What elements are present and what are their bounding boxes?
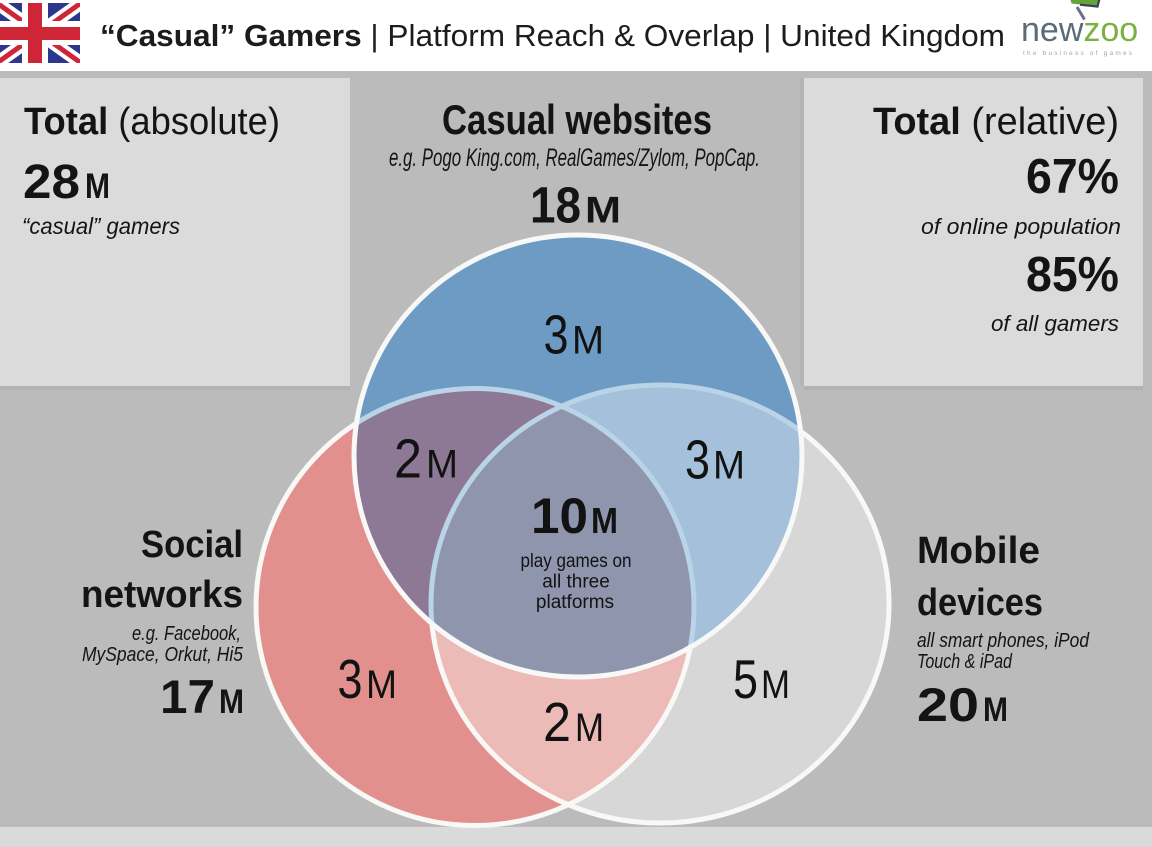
svg-text:2: 2 bbox=[394, 428, 422, 490]
svg-text:M: M bbox=[575, 706, 604, 750]
svg-text:Casual websites: Casual websites bbox=[442, 96, 712, 143]
svg-text:M: M bbox=[761, 663, 790, 707]
svg-text:3: 3 bbox=[544, 304, 569, 366]
svg-text:3: 3 bbox=[685, 429, 710, 491]
svg-text:M: M bbox=[591, 500, 618, 541]
svg-text:85%: 85% bbox=[1026, 248, 1119, 302]
svg-text:networks: networks bbox=[81, 574, 243, 616]
svg-text:“casual” gamers: “casual” gamers bbox=[22, 213, 180, 239]
svg-text:Total (absolute): Total (absolute) bbox=[24, 101, 280, 143]
svg-text:Touch & iPad: Touch & iPad bbox=[917, 651, 1013, 673]
svg-text:M: M bbox=[713, 444, 745, 488]
svg-text:platforms: platforms bbox=[536, 592, 614, 613]
svg-text:28: 28 bbox=[23, 156, 80, 209]
svg-text:e.g. Facebook,: e.g. Facebook, bbox=[132, 623, 241, 645]
svg-text:M: M bbox=[983, 691, 1008, 729]
svg-text:newzoo: newzoo bbox=[1021, 11, 1138, 49]
svg-text:all three: all three bbox=[542, 572, 610, 593]
svg-text:M: M bbox=[366, 663, 397, 707]
svg-text:67%: 67% bbox=[1026, 150, 1119, 204]
svg-text:Total (relative): Total (relative) bbox=[873, 101, 1119, 143]
svg-text:10: 10 bbox=[531, 488, 588, 544]
svg-text:e.g. Pogo King.com, RealGames/: e.g. Pogo King.com, RealGames/Zylom, Pop… bbox=[389, 144, 760, 172]
svg-text:3: 3 bbox=[338, 648, 363, 710]
svg-text:M: M bbox=[572, 319, 604, 363]
svg-text:“Casual” Gamers | Platform Rea: “Casual” Gamers | Platform Reach & Overl… bbox=[100, 18, 1005, 53]
svg-text:play games on: play games on bbox=[521, 551, 632, 572]
svg-text:2: 2 bbox=[543, 691, 571, 753]
svg-text:M: M bbox=[426, 443, 458, 487]
svg-text:5: 5 bbox=[733, 648, 758, 710]
svg-text:17: 17 bbox=[160, 670, 215, 723]
svg-text:of all gamers: of all gamers bbox=[991, 311, 1119, 336]
svg-text:M: M bbox=[85, 167, 110, 206]
svg-text:all smart phones, iPod: all smart phones, iPod bbox=[917, 630, 1090, 652]
svg-text:Mobile: Mobile bbox=[917, 530, 1040, 572]
svg-text:of online population: of online population bbox=[921, 214, 1121, 239]
svg-text:MySpace, Orkut, Hi5: MySpace, Orkut, Hi5 bbox=[82, 644, 244, 666]
svg-text:20: 20 bbox=[917, 678, 979, 731]
svg-text:devices: devices bbox=[917, 582, 1043, 624]
svg-text:18: 18 bbox=[530, 177, 581, 234]
svg-text:M: M bbox=[219, 683, 244, 721]
svg-text:Social: Social bbox=[141, 524, 243, 566]
svg-text:M: M bbox=[585, 190, 621, 231]
svg-text:the business of games: the business of games bbox=[1023, 50, 1134, 57]
